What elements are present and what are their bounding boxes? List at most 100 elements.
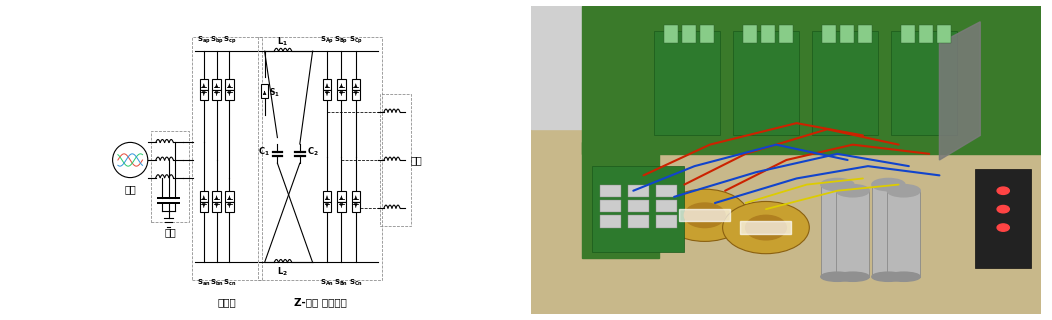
Bar [761,25,775,43]
Bar [680,209,730,221]
Text: 부하: 부하 [410,155,422,165]
Circle shape [997,205,1009,213]
Text: $\mathbf{L_2}$: $\mathbf{L_2}$ [278,266,288,278]
Text: $\mathbf{S_{Cn}}$: $\mathbf{S_{Cn}}$ [349,278,363,288]
Ellipse shape [821,272,854,281]
Bar [351,191,360,202]
Bar [682,25,696,43]
Bar [583,141,659,258]
Bar [261,84,268,98]
Bar [583,6,1041,154]
Bar [225,202,234,212]
Text: $\mathbf{S_{cp}}$: $\mathbf{S_{cp}}$ [223,34,236,46]
Bar [213,202,221,212]
Bar [891,31,957,135]
Bar [225,90,234,100]
Bar [213,191,221,202]
Bar [812,31,878,135]
Circle shape [723,202,809,254]
Bar [213,90,221,100]
Text: $\mathbf{L_1}$: $\mathbf{L_1}$ [278,35,288,48]
Ellipse shape [836,272,869,281]
Bar [531,6,592,129]
Bar [628,200,649,212]
Bar [822,25,836,43]
Bar [700,25,714,43]
Bar [600,185,621,197]
Bar [656,215,676,228]
Bar [857,25,872,43]
Text: $\mathbf{S_1}$: $\mathbf{S_1}$ [269,86,280,99]
Bar [323,79,331,90]
Bar [902,25,915,43]
Text: $\mathbf{S_{ap}}$: $\mathbf{S_{ap}}$ [197,34,210,46]
Text: $\mathbf{S_{Bp}}$: $\mathbf{S_{Bp}}$ [335,34,348,46]
Ellipse shape [836,185,869,197]
Text: 필터: 필터 [164,227,176,237]
Bar [656,200,676,212]
Text: $\mathbf{S_{an}}$: $\mathbf{S_{an}}$ [197,278,210,288]
Bar [743,25,757,43]
Bar [323,191,331,202]
Bar [338,202,345,212]
Text: $\mathbf{S_{Cp}}$: $\mathbf{S_{Cp}}$ [349,34,363,46]
Circle shape [997,187,1009,195]
Ellipse shape [887,185,920,197]
Bar [200,191,208,202]
Bar [323,202,331,212]
Bar [887,191,920,277]
Bar [323,90,331,100]
Bar [741,221,791,234]
Bar [592,166,684,252]
Bar [778,25,793,43]
Text: $\mathbf{S_{Ap}}$: $\mathbf{S_{Ap}}$ [320,34,335,46]
Bar [628,215,649,228]
Bar [338,79,345,90]
Text: $\mathbf{S_{An}}$: $\mathbf{S_{An}}$ [320,278,335,288]
Bar [338,90,345,100]
Bar [664,25,679,43]
Text: $\mathbf{S_{bn}}$: $\mathbf{S_{bn}}$ [209,278,223,288]
Text: $\mathbf{C_2}$: $\mathbf{C_2}$ [307,146,319,158]
Bar [351,90,360,100]
Bar [733,31,800,135]
Bar [821,185,854,277]
Circle shape [746,215,787,240]
Bar [600,215,621,228]
Bar [338,191,345,202]
Circle shape [997,224,1009,231]
Bar [200,202,208,212]
Circle shape [662,189,748,241]
Ellipse shape [872,179,905,191]
Bar [919,25,933,43]
Bar [836,191,869,277]
Bar [872,185,905,277]
Bar [225,79,234,90]
Bar [200,90,208,100]
Bar [937,25,951,43]
Bar [225,191,234,202]
Bar [653,31,720,135]
Bar [975,169,1031,268]
Circle shape [113,142,147,178]
Text: $\mathbf{C_1}$: $\mathbf{C_1}$ [259,146,270,158]
Text: $\mathbf{S_{bp}}$: $\mathbf{S_{bp}}$ [209,34,223,46]
Ellipse shape [887,272,920,281]
Ellipse shape [872,272,905,281]
Ellipse shape [821,179,854,191]
Text: 정류단: 정류단 [218,297,237,308]
Bar [213,79,221,90]
Text: 계통: 계통 [124,184,136,194]
Bar [628,185,649,197]
Text: $\mathbf{S_{Bn}}$: $\mathbf{S_{Bn}}$ [335,278,348,288]
Bar [600,200,621,212]
Bar [839,25,854,43]
Bar [656,185,676,197]
Bar [200,79,208,90]
Bar [351,79,360,90]
Bar [351,202,360,212]
Circle shape [684,203,725,228]
Text: Z-소스 인버터단: Z-소스 인버터단 [294,297,346,308]
Text: $\mathbf{S_{cn}}$: $\mathbf{S_{cn}}$ [223,278,236,288]
Polygon shape [939,22,980,160]
